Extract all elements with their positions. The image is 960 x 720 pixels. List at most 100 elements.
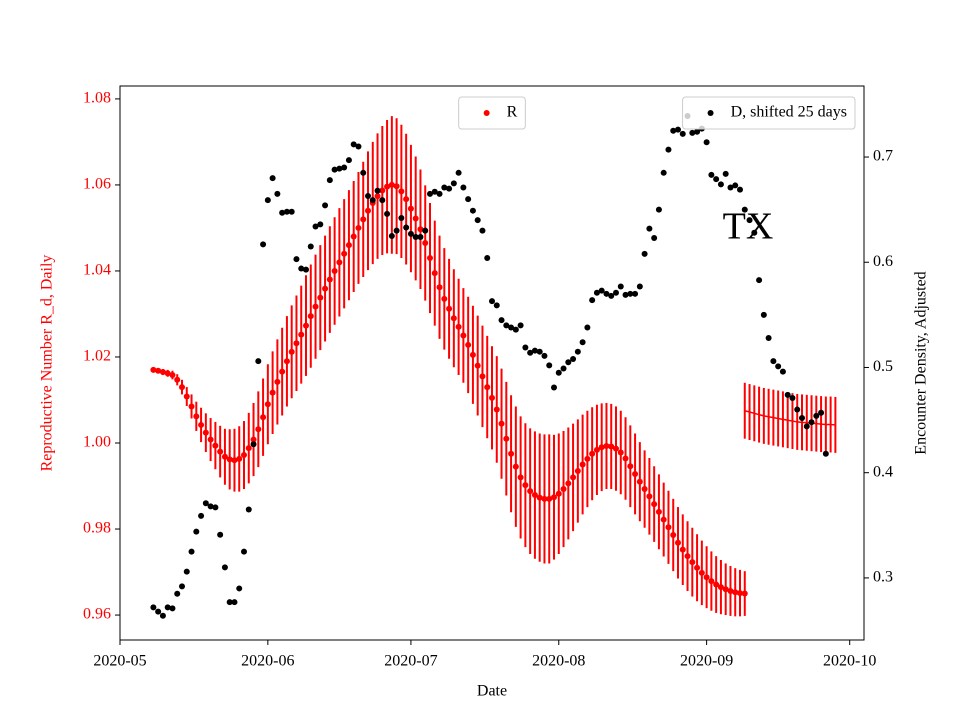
point xyxy=(374,193,381,200)
point xyxy=(455,323,462,330)
point xyxy=(350,233,357,240)
point xyxy=(522,482,529,489)
point xyxy=(713,176,720,183)
point xyxy=(293,256,300,263)
point xyxy=(398,215,405,222)
point xyxy=(212,442,219,449)
point xyxy=(155,367,162,374)
point xyxy=(670,127,677,134)
point xyxy=(717,181,724,188)
point xyxy=(303,322,309,329)
point xyxy=(260,414,267,421)
point xyxy=(298,265,305,272)
point xyxy=(469,351,476,358)
point xyxy=(570,474,577,481)
point xyxy=(551,384,557,391)
point xyxy=(374,187,381,194)
point xyxy=(484,384,491,391)
point xyxy=(632,290,639,297)
point xyxy=(565,359,572,366)
point xyxy=(183,568,190,575)
point xyxy=(312,223,319,230)
point xyxy=(341,250,348,257)
point xyxy=(207,503,214,510)
point xyxy=(536,348,543,355)
legend-marker xyxy=(707,110,714,116)
point xyxy=(574,467,581,474)
point xyxy=(465,196,472,203)
point xyxy=(498,420,505,427)
point xyxy=(551,494,557,501)
point xyxy=(412,215,419,222)
point xyxy=(241,548,247,555)
point xyxy=(355,143,362,150)
y2-tick-label: 0.4 xyxy=(873,463,893,480)
point xyxy=(231,599,238,606)
point xyxy=(465,341,472,348)
series xyxy=(150,112,829,619)
point xyxy=(813,412,820,419)
point xyxy=(603,290,610,297)
point xyxy=(622,455,629,462)
point xyxy=(403,224,410,231)
point xyxy=(360,216,367,223)
point xyxy=(689,559,696,566)
point xyxy=(427,190,433,197)
point xyxy=(665,146,672,153)
point xyxy=(627,463,634,470)
point xyxy=(293,340,300,347)
point xyxy=(331,166,338,173)
point xyxy=(369,197,376,204)
point xyxy=(527,488,534,495)
point xyxy=(484,255,491,262)
point xyxy=(555,490,562,497)
legend-marker xyxy=(483,110,490,116)
point xyxy=(584,455,591,462)
point xyxy=(360,169,367,176)
point xyxy=(393,183,400,190)
point xyxy=(279,209,286,216)
point xyxy=(737,590,743,597)
point xyxy=(627,290,634,297)
point xyxy=(660,169,667,176)
point xyxy=(818,409,825,416)
point xyxy=(317,294,324,301)
y-tick-label: 0.96 xyxy=(83,606,111,623)
point xyxy=(593,289,600,296)
point xyxy=(727,184,734,191)
point xyxy=(264,197,271,204)
point xyxy=(407,205,414,212)
x-tick-label: 2020-10 xyxy=(823,653,876,670)
point xyxy=(193,413,200,420)
point xyxy=(651,235,658,242)
point xyxy=(221,453,228,460)
point xyxy=(655,206,662,213)
point xyxy=(636,283,643,290)
point xyxy=(307,243,314,250)
point xyxy=(388,181,395,188)
x-tick-label: 2020-05 xyxy=(93,653,146,670)
point xyxy=(150,366,157,373)
point xyxy=(245,506,252,513)
point xyxy=(336,165,343,172)
point xyxy=(546,362,553,369)
point xyxy=(207,436,214,443)
point xyxy=(169,372,176,379)
point xyxy=(460,332,467,339)
point xyxy=(226,599,233,606)
y-tick-label: 1.08 xyxy=(83,90,111,107)
point xyxy=(536,494,543,501)
point xyxy=(350,141,357,148)
series xyxy=(743,382,837,453)
point xyxy=(617,449,624,456)
point xyxy=(283,358,290,365)
point xyxy=(603,443,610,450)
y-tick-label: 1.06 xyxy=(83,176,111,193)
point xyxy=(274,378,281,385)
point xyxy=(288,348,295,355)
point xyxy=(326,276,333,283)
point xyxy=(155,608,162,615)
point xyxy=(651,501,658,508)
